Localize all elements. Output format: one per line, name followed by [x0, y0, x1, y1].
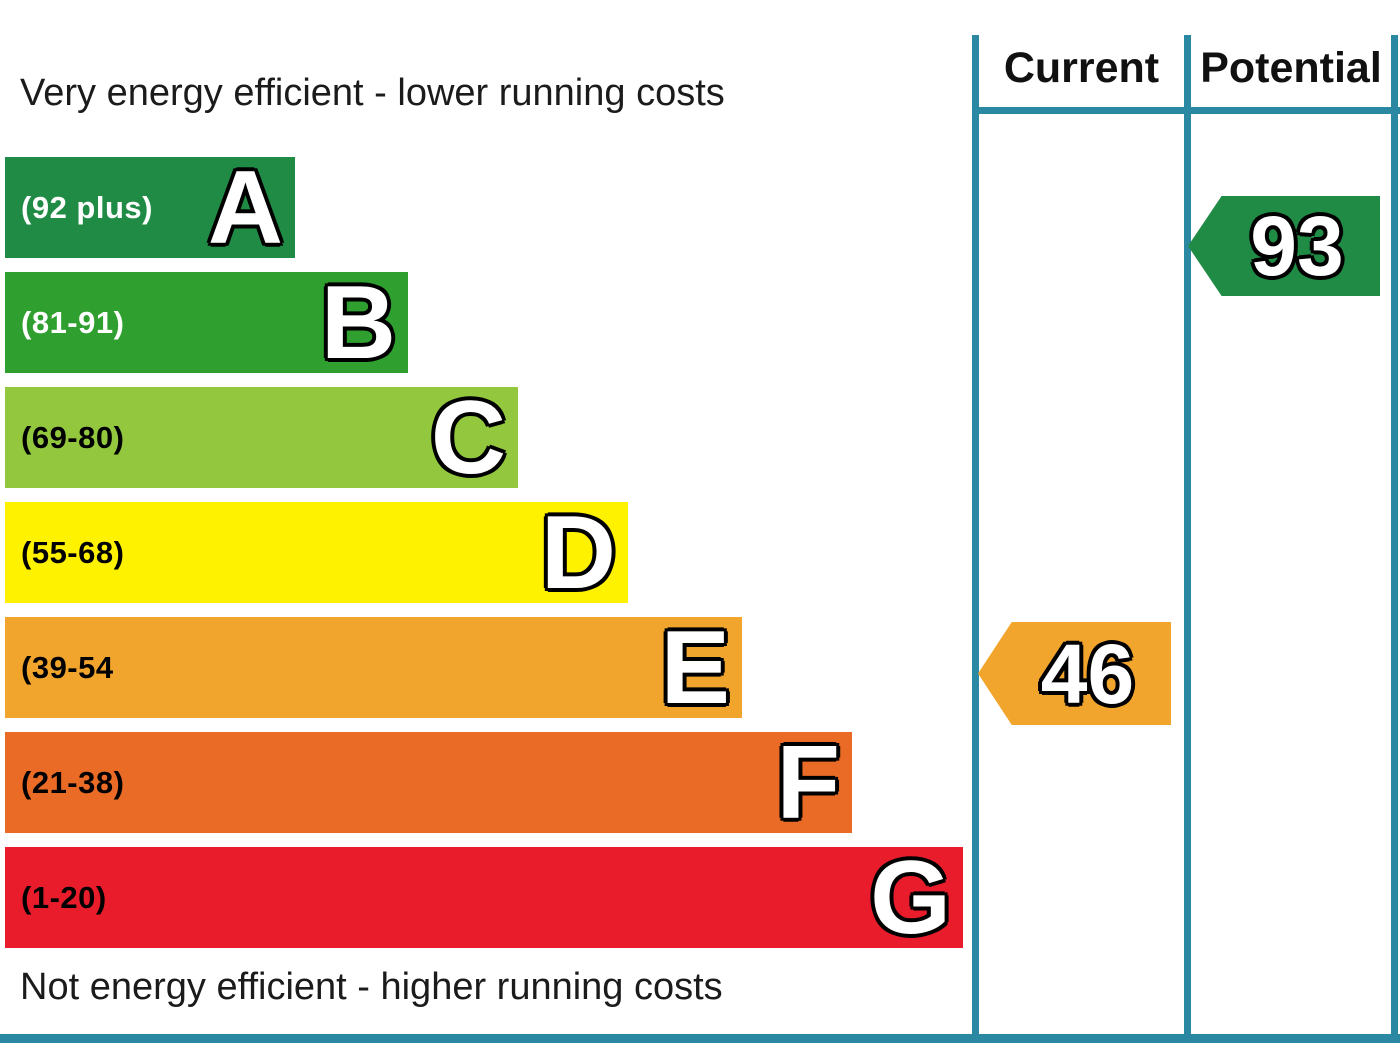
- band-letter: D: [540, 494, 616, 611]
- current-rating-pointer: 46: [978, 622, 1171, 725]
- band-c: (69-80) C: [5, 379, 518, 496]
- band-range-label: (39-54: [21, 649, 114, 685]
- potential-rating-value: 93: [1250, 199, 1344, 293]
- potential-column-right-border: [1391, 35, 1398, 1043]
- band-letter: F: [776, 724, 840, 841]
- band-range-label: (69-80): [21, 419, 125, 455]
- band-range-label: (92 plus): [21, 189, 153, 225]
- chart-bottom-border: [0, 1034, 1400, 1043]
- potential-column-left-border: [1184, 35, 1191, 1043]
- current-column-left-border: [972, 35, 979, 1043]
- band-range-label: (21-38): [21, 764, 125, 800]
- bottom-caption: Not energy efficient - higher running co…: [20, 966, 723, 1008]
- band-f: (21-38) F: [5, 724, 852, 841]
- band-letter: B: [320, 264, 396, 381]
- band-g: (1-20) G: [5, 839, 963, 956]
- band-a: (92 plus) A: [5, 149, 295, 266]
- band-letter: C: [430, 379, 506, 496]
- band-b: (81-91) B: [5, 264, 408, 381]
- header-divider-line: [972, 107, 1400, 114]
- band-range-label: (81-91): [21, 304, 125, 340]
- top-caption: Very energy efficient - lower running co…: [20, 72, 725, 114]
- current-rating-value: 46: [1040, 626, 1135, 721]
- band-range-label: (55-68): [21, 534, 125, 570]
- band-e: (39-54 E: [5, 609, 742, 726]
- potential-column-header: Potential: [1200, 44, 1382, 92]
- potential-rating-pointer: 93: [1188, 196, 1380, 296]
- band-letter: G: [870, 839, 951, 956]
- current-column-header: Current: [1003, 44, 1160, 92]
- band-d: (55-68) D: [5, 494, 628, 611]
- band-range-label: (1-20): [21, 879, 107, 915]
- band-letter: A: [207, 149, 283, 266]
- band-letter: E: [660, 609, 730, 726]
